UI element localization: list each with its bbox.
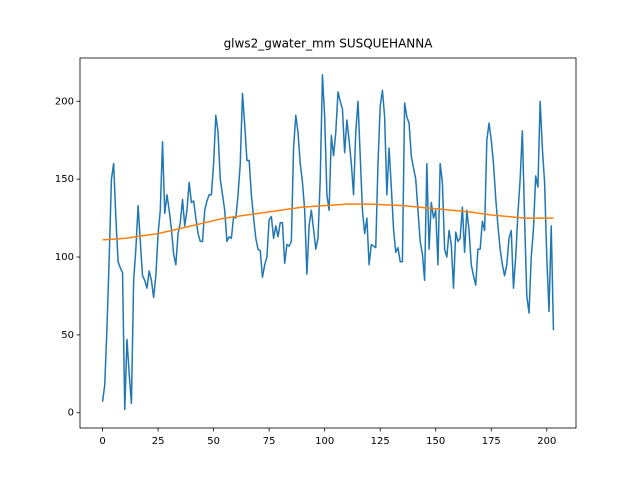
y-tick-label: 200 <box>55 96 74 107</box>
x-tick-label: 75 <box>263 436 276 447</box>
x-tick-label: 125 <box>371 436 390 447</box>
y-tick-label: 100 <box>55 252 74 263</box>
x-tick-label: 150 <box>426 436 445 447</box>
x-tick-label: 100 <box>315 436 334 447</box>
x-tick-label: 25 <box>152 436 165 447</box>
x-tick-label: 50 <box>207 436 220 447</box>
y-tick-label: 0 <box>68 408 74 419</box>
y-tick-label: 150 <box>55 174 74 185</box>
x-tick-label: 0 <box>99 436 105 447</box>
data-line <box>101 74 555 411</box>
y-tick-label: 50 <box>61 330 74 341</box>
axes-frame <box>79 57 577 429</box>
chart-title: glws2_gwater_mm SUSQUEHANNA <box>224 37 434 51</box>
x-tick-label: 200 <box>537 436 556 447</box>
x-tick-label: 175 <box>482 436 501 447</box>
data-line <box>102 203 554 241</box>
